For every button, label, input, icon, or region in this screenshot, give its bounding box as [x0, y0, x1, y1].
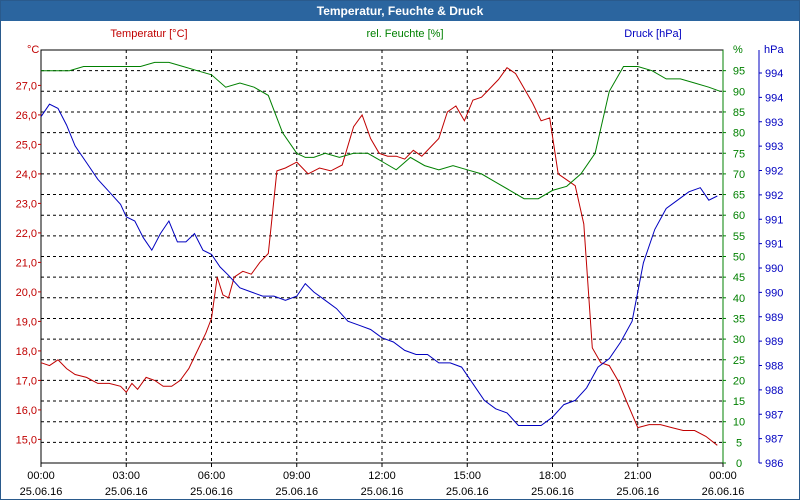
x-tick-label-time: 00:00 — [27, 470, 55, 482]
pressure-tick-label: 989 — [765, 312, 783, 324]
temperature-axis-title: Temperatur [°C] — [110, 28, 187, 40]
humidity-tick-label: 65 — [733, 190, 745, 202]
x-tick-label-time: 15:00 — [453, 470, 481, 482]
pressure-tick-label: 988 — [765, 361, 783, 373]
temperature-tick-label: 27,0 — [16, 80, 37, 92]
humidity-tick-label: 0 — [736, 458, 742, 470]
temperature-tick-label: 15,0 — [16, 434, 37, 446]
x-tick-label-date: 25.06.16 — [361, 486, 404, 498]
pressure-tick-label: 994 — [765, 68, 783, 80]
x-tick-label-time: 06:00 — [198, 470, 226, 482]
pressure-tick-label: 992 — [765, 190, 783, 202]
humidity-tick-label: 45 — [733, 272, 745, 284]
humidity-tick-label: 70 — [733, 169, 745, 181]
pressure-tick-label: 992 — [765, 166, 783, 178]
temperature-tick-label: 22,0 — [16, 228, 37, 240]
pressure-tick-label: 991 — [765, 214, 783, 226]
humidity-axis-title: rel. Feuchte [%] — [366, 28, 443, 40]
humidity-tick-label: 30 — [733, 334, 745, 346]
pressure-tick-label: 990 — [765, 287, 783, 299]
x-tick-label-time: 18:00 — [539, 470, 567, 482]
pressure-tick-label: 989 — [765, 336, 783, 348]
x-tick-label-date: 25.06.16 — [446, 486, 489, 498]
temperature-tick-label: 16,0 — [16, 405, 37, 417]
humidity-tick-label: 20 — [733, 375, 745, 387]
temperature-tick-label: 26,0 — [16, 110, 37, 122]
humidity-tick-label: 5 — [736, 437, 742, 449]
pressure-tick-label: 987 — [765, 434, 783, 446]
temperature-tick-label: 23,0 — [16, 198, 37, 210]
humidity-tick-label: 25 — [733, 355, 745, 367]
temperature-tick-label: 24,0 — [16, 169, 37, 181]
pressure-tick-label: 987 — [765, 409, 783, 421]
chart-title: Temperatur, Feuchte & Druck — [1, 1, 799, 21]
humidity-series-line — [41, 61, 721, 200]
temperature-tick-label: 20,0 — [16, 287, 37, 299]
pressure-series-line — [40, 103, 718, 426]
temperature-tick-label: 21,0 — [16, 257, 37, 269]
temperature-tick-label: 17,0 — [16, 375, 37, 387]
humidity-unit-label: % — [733, 44, 743, 56]
x-tick-label-date: 25.06.16 — [20, 486, 63, 498]
x-tick-label-date: 25.06.16 — [531, 486, 574, 498]
temperature-tick-label: 25,0 — [16, 139, 37, 151]
pressure-tick-label: 986 — [765, 458, 783, 470]
x-tick-label-date: 25.06.16 — [275, 486, 318, 498]
pressure-tick-label: 991 — [765, 239, 783, 251]
humidity-tick-label: 90 — [733, 86, 745, 98]
temperature-series-line — [40, 67, 718, 446]
pressure-unit-label: hPa — [764, 44, 784, 56]
x-tick-label-time: 12:00 — [368, 470, 396, 482]
pressure-tick-label: 988 — [765, 385, 783, 397]
humidity-tick-label: 50 — [733, 252, 745, 264]
humidity-tick-label: 55 — [733, 231, 745, 243]
temperature-tick-label: 18,0 — [16, 346, 37, 358]
x-tick-label-time: 09:00 — [283, 470, 311, 482]
pressure-tick-label: 993 — [765, 117, 783, 129]
humidity-tick-label: 85 — [733, 107, 745, 119]
x-tick-label-time: 00:00 — [709, 470, 737, 482]
humidity-tick-label: 75 — [733, 148, 745, 160]
humidity-tick-label: 15 — [733, 396, 745, 408]
temperature-tick-label: 19,0 — [16, 316, 37, 328]
humidity-tick-label: 35 — [733, 313, 745, 325]
pressure-tick-label: 994 — [765, 92, 783, 104]
humidity-tick-label: 40 — [733, 293, 745, 305]
x-tick-label-date: 25.06.16 — [190, 486, 233, 498]
chart-canvas: 00:00 25.06.16 03:00 25.06.16 06:00 25.06.16 0… — [16, 28, 785, 498]
pressure-axis-title: Druck [hPa] — [624, 28, 681, 40]
pressure-tick-label: 990 — [765, 263, 783, 275]
x-tick-label-date: 25.06.16 — [616, 486, 659, 498]
x-tick-label-time: 21:00 — [624, 470, 652, 482]
humidity-tick-label: 95 — [733, 66, 745, 78]
x-tick-label-date: 26.06.16 — [702, 486, 745, 498]
x-tick-label-date: 25.06.16 — [105, 486, 148, 498]
temperature-unit-label: °C — [27, 44, 39, 56]
pressure-tick-label: 993 — [765, 141, 783, 153]
humidity-tick-label: 60 — [733, 210, 745, 222]
x-tick-label-time: 03:00 — [112, 470, 140, 482]
humidity-tick-label: 10 — [733, 417, 745, 429]
humidity-tick-label: 80 — [733, 128, 745, 140]
